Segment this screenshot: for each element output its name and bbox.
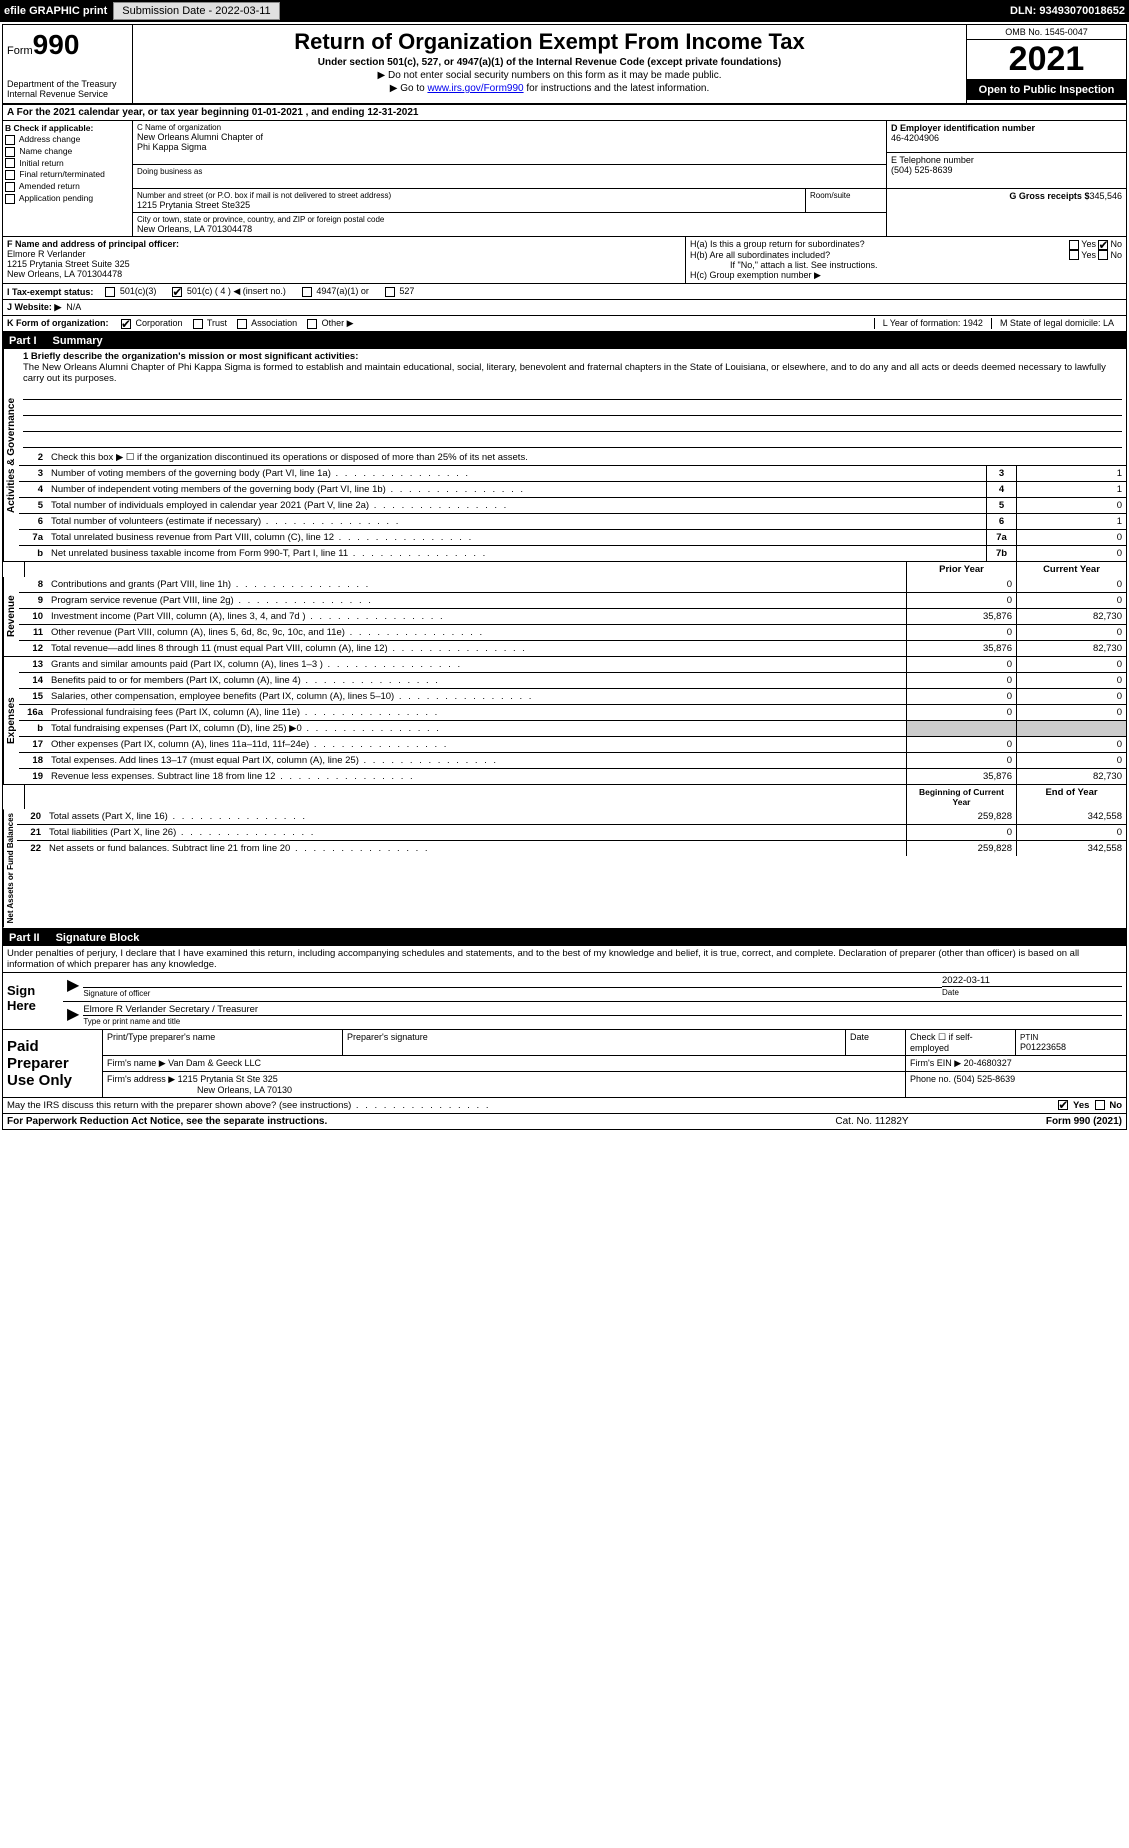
efile-header-bar: efile GRAPHIC print Submission Date - 20… [0,0,1129,22]
k-checkbox[interactable] [237,319,247,329]
tax-year: 2021 [967,40,1126,80]
open-public-badge: Open to Public Inspection [967,80,1126,100]
form-year-block: OMB No. 1545-0047 2021 Open to Public In… [966,25,1126,103]
tax-status-row: I Tax-exempt status: 501(c)(3) 501(c) ( … [3,284,1126,300]
netassets-section: Net Assets or Fund Balances 20Total asse… [3,809,1126,929]
ptin-value: P01223658 [1020,1042,1066,1052]
boxb-checkbox[interactable] [5,182,15,192]
declaration-text: Under penalties of perjury, I declare th… [3,946,1126,973]
gov-value: 1 [1016,466,1126,481]
ein-value: 46-4204906 [891,133,1122,143]
city-state-zip: New Orleans, LA 701304478 [137,224,882,234]
discuss-row: May the IRS discuss this return with the… [3,1098,1126,1114]
status-checkbox[interactable] [105,287,115,297]
form-label: Form [7,45,33,57]
side-netassets: Net Assets or Fund Balances [3,809,17,927]
website-row: J Website: ▶ N/A [3,300,1126,316]
arrow-icon: ▶ [67,1004,79,1027]
org-name-2: Phi Kappa Sigma [137,142,882,152]
gov-value: 0 [1016,498,1126,513]
form-id-block: Form990 Department of the Treasury Inter… [3,25,133,103]
main-info-block: B Check if applicable: Address change Na… [3,121,1126,237]
side-governance: Activities & Governance [3,349,19,561]
dln-label: DLN: 93493070018652 [1010,5,1125,17]
sign-here-label: Sign Here [3,973,63,1029]
firm-name: Van Dam & Geeck LLC [168,1058,261,1068]
ha-no-checkbox[interactable] [1098,240,1108,250]
officer-print-name: Elmore R Verlander Secretary / Treasurer [83,1004,1122,1015]
k-checkbox[interactable] [121,319,131,329]
gov-value: 0 [1016,530,1126,545]
preparer-phone: (504) 525-8639 [954,1074,1016,1084]
bottom-line: For Paperwork Reduction Act Notice, see … [3,1114,1126,1129]
hb-no-checkbox[interactable] [1098,250,1108,260]
status-checkbox[interactable] [172,287,182,297]
form-title: Return of Organization Exempt From Incom… [137,29,962,55]
box-de: D Employer identification number 46-4204… [886,121,1126,236]
boxb-checkbox[interactable] [5,135,15,145]
arrow-icon: ▶ [67,975,79,999]
goto-note: ▶ Go to www.irs.gov/Form990 for instruct… [137,83,962,94]
revenue-section: Revenue 8Contributions and grants (Part … [3,577,1126,657]
form-subtitle: Under section 501(c), 527, or 4947(a)(1)… [137,57,962,68]
year-formation: L Year of formation: 1942 [874,318,991,329]
omb-number: OMB No. 1545-0047 [967,25,1126,40]
efile-label: efile GRAPHIC print [4,5,107,17]
gross-receipts: 345,546 [1089,191,1122,201]
k-checkbox[interactable] [307,319,317,329]
irs-link[interactable]: www.irs.gov/Form990 [427,83,523,94]
row-k: K Form of organization: Corporation Trus… [3,316,1126,333]
k-checkbox[interactable] [193,319,203,329]
dept-treasury: Department of the Treasury [7,79,128,89]
box-c: C Name of organization New Orleans Alumn… [133,121,886,236]
submission-date-button[interactable]: Submission Date - 2022-03-11 [113,2,279,20]
mission-text: The New Orleans Alumni Chapter of Phi Ka… [23,362,1122,384]
officer-name: Elmore R Verlander [7,249,681,259]
boxb-checkbox[interactable] [5,147,15,157]
part2-header: Part II Signature Block [3,930,1126,946]
gov-value: 1 [1016,482,1126,497]
firm-ein: 20-4680327 [964,1058,1012,1068]
box-h: H(a) Is this a group return for subordin… [686,237,1126,283]
period-row: A For the 2021 calendar year, or tax yea… [3,105,1126,121]
discuss-yes-checkbox[interactable] [1058,1100,1068,1110]
form-container: Form990 Department of the Treasury Inter… [2,24,1127,1130]
phone-value: (504) 525-8639 [891,165,1122,175]
row-fgh: F Name and address of principal officer:… [3,237,1126,284]
discuss-no-checkbox[interactable] [1095,1100,1105,1110]
state-domicile: M State of legal domicile: LA [991,318,1122,329]
hb-yes-checkbox[interactable] [1069,250,1079,260]
form-header-row: Form990 Department of the Treasury Inter… [3,25,1126,105]
street-address: 1215 Prytania Street Ste325 [137,200,801,210]
side-expenses: Expenses [3,657,19,784]
gov-value: 1 [1016,514,1126,529]
status-checkbox[interactable] [302,287,312,297]
gov-value: 0 [1016,546,1126,561]
ha-yes-checkbox[interactable] [1069,240,1079,250]
box-f: F Name and address of principal officer:… [3,237,686,283]
boxb-checkbox[interactable] [5,170,15,180]
website-value: N/A [66,302,81,313]
box-b: B Check if applicable: Address change Na… [3,121,133,236]
expenses-section: Expenses 13Grants and similar amounts pa… [3,657,1126,785]
form-number: 990 [33,29,80,60]
part1-header: Part I Summary [3,333,1126,349]
org-name-1: New Orleans Alumni Chapter of [137,132,882,142]
irs-label: Internal Revenue Service [7,89,128,99]
side-revenue: Revenue [3,577,19,656]
boxb-checkbox[interactable] [5,158,15,168]
status-checkbox[interactable] [385,287,395,297]
paid-preparer-label: Paid Preparer Use Only [3,1030,103,1097]
governance-section: Activities & Governance 1 Briefly descri… [3,349,1126,562]
ssn-note: ▶ Do not enter social security numbers o… [137,70,962,81]
boxb-checkbox[interactable] [5,194,15,204]
form-title-block: Return of Organization Exempt From Incom… [133,25,966,103]
